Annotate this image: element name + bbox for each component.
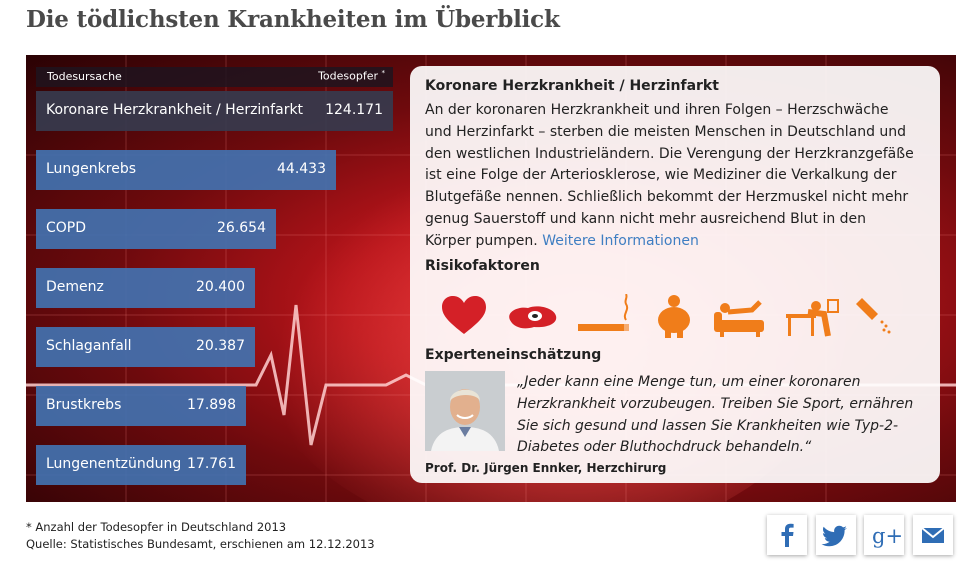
cause-label: Lungenkrebs <box>46 161 137 177</box>
risk-factors-heading: Risikofaktoren <box>425 258 540 274</box>
page-title: Die tödlichsten Krankheiten im Überblick <box>26 6 560 33</box>
desk-stress-icon <box>786 299 839 337</box>
column-header-deaths: Todesopfer * <box>318 69 385 83</box>
cause-value: 44.433 <box>277 161 326 177</box>
cause-label: Lungenentzündung <box>46 456 182 472</box>
cause-label: Demenz <box>46 279 104 295</box>
column-header-cause: Todesursache <box>47 70 122 83</box>
cause-label: Koronare Herzkrankheit / Herzinfarkt <box>46 102 304 118</box>
table-header: Todesursache Todesopfer * <box>36 67 393 87</box>
cause-row-lungenentzuendung[interactable]: Lungenentzündung 17.761 <box>36 445 246 485</box>
cause-label: Schlaganfall <box>46 338 132 354</box>
cause-value: 20.387 <box>196 338 245 354</box>
footnote: * Anzahl der Todesopfer in Deutschland 2… <box>26 519 375 553</box>
share-twitter-button[interactable] <box>816 515 856 555</box>
facebook-icon <box>781 523 794 547</box>
cause-row-schlaganfall[interactable]: Schlaganfall 20.387 <box>36 327 255 367</box>
expert-photo <box>425 371 505 451</box>
couch-person-icon <box>714 300 764 337</box>
mail-icon <box>921 527 945 543</box>
google-plus-icon: g+ <box>872 524 903 548</box>
expert-heading: Experteneinschätzung <box>425 347 602 363</box>
cause-row-lungenkrebs[interactable]: Lungenkrebs 44.433 <box>36 150 336 190</box>
expert-quote: „Jeder kann eine Menge tun, um einer kor… <box>517 374 914 456</box>
cause-value: 17.898 <box>187 397 236 413</box>
twitter-icon <box>821 525 847 547</box>
cigarette-icon <box>578 294 629 331</box>
obese-person-icon <box>658 295 690 338</box>
detail-panel: Koronare Herzkrankheit / Herzinfarkt An … <box>410 66 940 483</box>
cause-label: Brustkrebs <box>46 397 122 413</box>
egg-icon <box>509 306 557 329</box>
svg-text:g+: g+ <box>872 524 903 548</box>
cause-value: 17.761 <box>187 456 236 472</box>
share-facebook-button[interactable] <box>767 515 807 555</box>
cause-row-brustkrebs[interactable]: Brustkrebs 17.898 <box>36 386 246 426</box>
detail-text: An der koronaren Herzkrankheit und ihren… <box>425 102 914 249</box>
salt-shaker-icon <box>856 298 891 334</box>
cause-row-demenz[interactable]: Demenz 20.400 <box>36 268 255 308</box>
cause-row-copd[interactable]: COPD 26.654 <box>36 209 276 249</box>
heart-icon <box>442 296 486 334</box>
cause-value: 26.654 <box>217 220 266 236</box>
cause-value: 124.171 <box>325 102 383 118</box>
footnote-note: * Anzahl der Todesopfer in Deutschland 2… <box>26 520 287 534</box>
share-google-plus-button[interactable]: g+ <box>864 515 904 555</box>
cause-row-koronare-herzkrankheit[interactable]: Koronare Herzkrankheit / Herzinfarkt 124… <box>36 91 393 131</box>
cause-value: 20.400 <box>196 279 245 295</box>
footnote-source: Quelle: Statistisches Bundesamt, erschie… <box>26 537 375 551</box>
share-mail-button[interactable] <box>913 515 953 555</box>
more-info-link[interactable]: Weitere Informationen <box>542 232 699 249</box>
infographic: Todesursache Todesopfer * Koronare Herzk… <box>26 55 956 502</box>
expert-name: Prof. Dr. Jürgen Ennker, Herzchirurg <box>425 461 667 475</box>
detail-title: Koronare Herzkrankheit / Herzinfarkt <box>425 78 719 94</box>
cause-label: COPD <box>46 220 87 236</box>
risk-factor-icons <box>440 294 910 340</box>
